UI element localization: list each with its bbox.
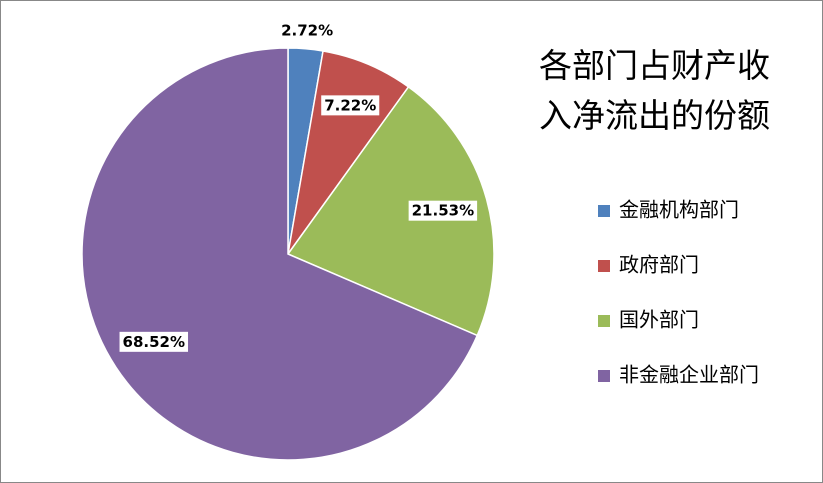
legend-swatch (598, 205, 610, 217)
legend-label: 政府部门 (619, 253, 699, 277)
pie-slice (81, 47, 479, 461)
legend-label: 国外部门 (619, 308, 699, 332)
data-label-bg (119, 331, 189, 352)
data-label: 2.72% (281, 21, 333, 39)
legend-swatch (598, 260, 610, 272)
data-label: 7.22% (324, 96, 376, 114)
data-label-bg (408, 200, 478, 221)
data-label: 68.52% (123, 333, 185, 351)
legend-label: 非金融企业部门 (619, 363, 759, 387)
legend-label: 金融机构部门 (619, 198, 739, 222)
chart-title: 各部门占财产收入净流出的份额 (539, 46, 770, 135)
pie-slice (286, 85, 495, 337)
data-label: 21.53% (412, 202, 474, 220)
data-label-bg (321, 95, 380, 116)
legend-swatch (598, 315, 610, 327)
legend-swatch (598, 370, 610, 382)
